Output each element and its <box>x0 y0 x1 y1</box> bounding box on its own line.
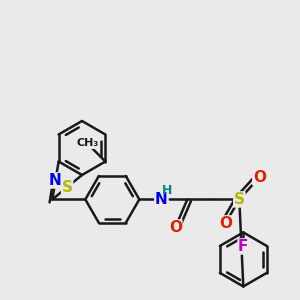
Text: O: O <box>219 216 232 231</box>
Text: H: H <box>162 184 172 197</box>
Text: N: N <box>49 173 62 188</box>
Text: S: S <box>62 180 73 195</box>
Text: O: O <box>169 220 182 235</box>
Text: N: N <box>155 192 168 207</box>
Text: CH₃: CH₃ <box>76 139 98 148</box>
Text: O: O <box>253 170 266 185</box>
Text: S: S <box>234 192 245 207</box>
Text: F: F <box>238 239 248 254</box>
